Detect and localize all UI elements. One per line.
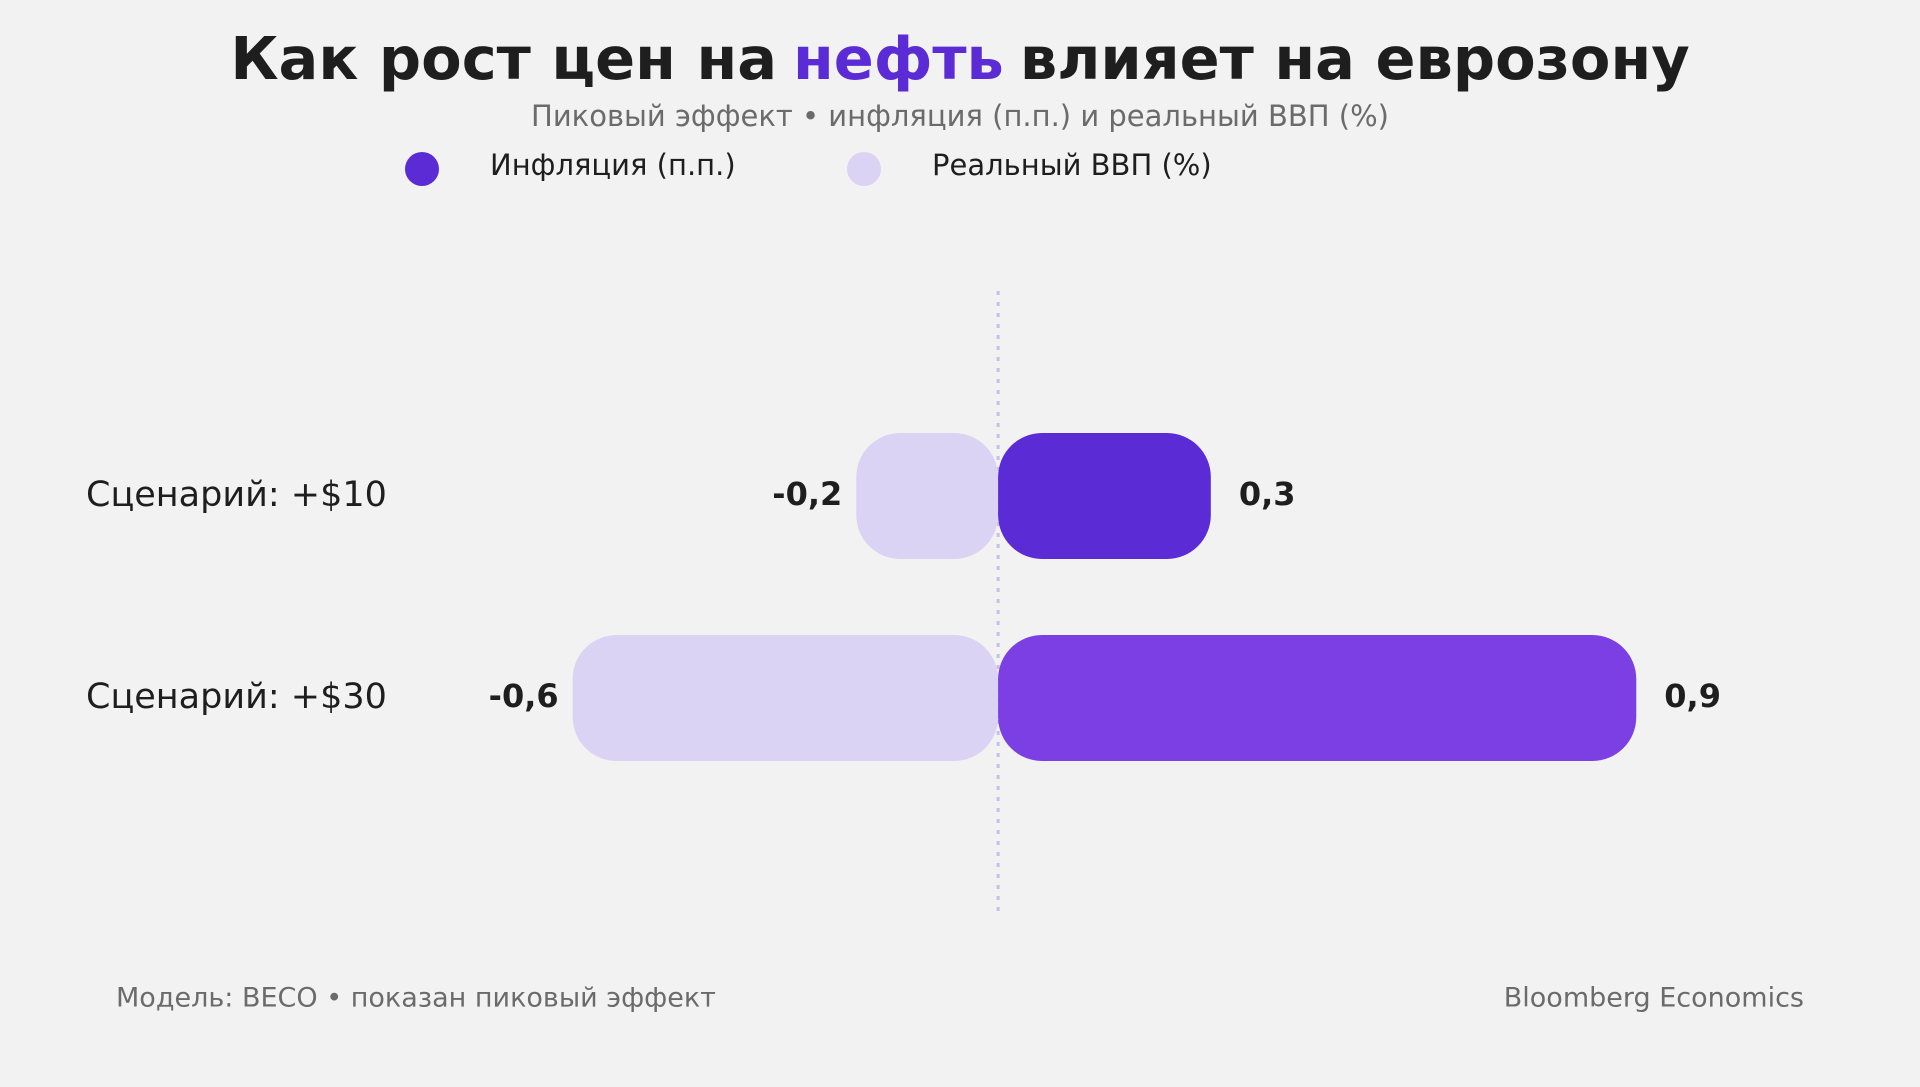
value-label: 0,3 (1239, 475, 1296, 513)
title-part: Как рост цен на (230, 24, 778, 93)
value-label: 0,9 (1664, 677, 1721, 715)
footnote: Модель: BECO • показан пиковый эффект (116, 983, 716, 1014)
chart-title: Как рост цен на нефть влияет на еврозону (0, 24, 1920, 93)
value-label: -0,2 (772, 475, 842, 513)
title-part: влияет на еврозону (1019, 24, 1690, 93)
y-tick-label: Сценарий: +$10 (86, 475, 387, 515)
chart-subtitle: Пиковый эффект • инфляция (п.п.) и реаль… (531, 99, 1389, 133)
legend-swatch (847, 152, 881, 186)
bar (998, 433, 1211, 559)
legend-label: Реальный ВВП (%) (932, 148, 1212, 182)
source: Bloomberg Economics (1504, 983, 1804, 1014)
bar (572, 635, 999, 761)
y-tick-label: Сценарий: +$30 (86, 677, 387, 717)
bar (998, 635, 1637, 761)
bar (856, 433, 999, 559)
legend-label: Инфляция (п.п.) (490, 148, 736, 182)
title-part: нефть (793, 24, 1004, 93)
legend-swatch (405, 152, 439, 186)
value-label: -0,6 (489, 677, 559, 715)
